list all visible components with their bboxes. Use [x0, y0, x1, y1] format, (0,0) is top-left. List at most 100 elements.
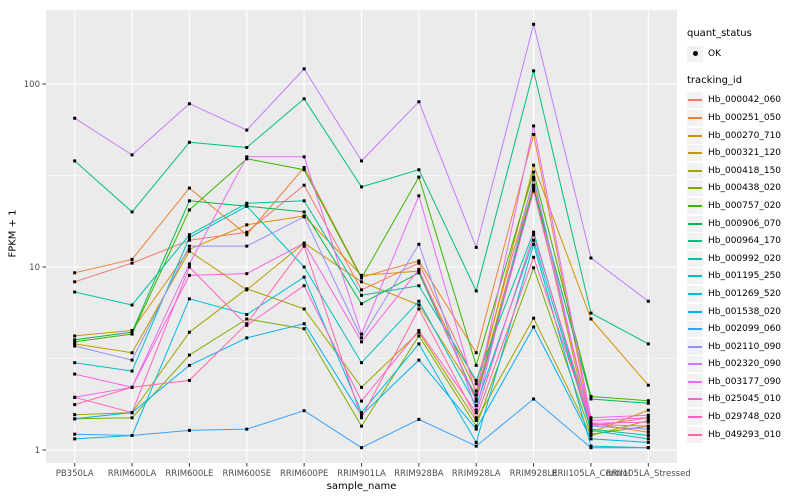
legend-key [687, 321, 703, 338]
legend-label: Hb_000042_060 [708, 95, 782, 106]
data-point [589, 430, 593, 434]
data-point [130, 369, 134, 373]
legend-entry: Hb_000757_020 [687, 197, 799, 215]
legend-label: Hb_000992_020 [708, 253, 782, 264]
data-point [130, 257, 134, 261]
legend-entry: Hb_001538_020 [687, 303, 799, 321]
data-point [532, 170, 536, 174]
data-point [245, 427, 249, 431]
data-point [646, 299, 650, 303]
data-point [73, 334, 77, 338]
legend-label: Hb_003177_090 [708, 376, 782, 387]
data-point [360, 361, 363, 365]
data-point [187, 297, 191, 301]
data-point [417, 358, 421, 362]
data-point [360, 340, 363, 344]
legend-label: OK [708, 48, 721, 59]
data-point [302, 265, 306, 269]
point-marker-icon [692, 51, 698, 57]
legend-title-quant-status: quant_status [687, 28, 752, 39]
data-point [417, 175, 421, 179]
x-tick-label: RRIM600PE [280, 469, 328, 479]
data-point [302, 322, 306, 326]
data-point [187, 363, 191, 367]
legend-label: Hb_002099_060 [708, 324, 782, 335]
legend-key [687, 233, 703, 250]
data-point [646, 434, 650, 438]
legend-line-swatch [688, 345, 702, 348]
legend-label: Hb_000251_050 [708, 112, 782, 123]
data-point [474, 416, 478, 420]
data-point [474, 389, 478, 393]
legend-key [687, 145, 703, 162]
y-tick-label: 1 [35, 446, 40, 456]
legend-line-swatch [688, 240, 702, 243]
data-point [245, 323, 249, 327]
data-point [589, 317, 593, 321]
legend-entry: Hb_000438_020 [687, 180, 799, 198]
data-point [187, 235, 191, 239]
data-point [302, 244, 306, 248]
legend-line-swatch [688, 416, 702, 419]
data-point [130, 330, 134, 334]
data-point [646, 430, 650, 434]
legend-key [687, 109, 703, 126]
data-point [73, 338, 77, 342]
legend-entry: Hb_029748_020 [687, 408, 799, 426]
data-point [187, 247, 191, 251]
legend-label: Hb_000321_120 [708, 148, 782, 159]
legend-line-swatch [688, 363, 702, 366]
legend-label: Hb_049293_010 [708, 429, 782, 440]
data-point [73, 290, 77, 294]
legend-entry: Hb_003177_090 [687, 373, 799, 391]
legend-line-swatch [688, 275, 702, 278]
x-tick-label: PB350LA [56, 469, 94, 479]
data-point [417, 261, 421, 265]
data-point [245, 145, 249, 149]
data-point [73, 116, 77, 120]
data-point [73, 403, 77, 407]
legend-key [687, 127, 703, 144]
data-point [245, 244, 249, 248]
data-point [73, 413, 77, 417]
data-point [130, 328, 134, 332]
data-point [532, 316, 536, 320]
data-point [360, 276, 363, 280]
data-point [187, 378, 191, 382]
data-point [360, 332, 363, 336]
data-point [302, 155, 306, 159]
data-point [245, 223, 249, 227]
data-point [187, 102, 191, 106]
data-point [302, 284, 306, 288]
data-point [73, 159, 77, 163]
legend-key [687, 162, 703, 179]
data-point [302, 199, 306, 203]
x-tick-label: RRIM600SE [222, 469, 271, 479]
legend-entry: Hb_000906_070 [687, 215, 799, 233]
data-point [474, 411, 478, 415]
data-point [474, 397, 478, 401]
data-point [302, 409, 306, 413]
legend-key [687, 373, 703, 390]
data-point [187, 186, 191, 190]
data-point [474, 399, 478, 403]
data-point [360, 273, 363, 277]
legend-line-swatch [688, 204, 702, 207]
legend-entries: Hb_000042_060 Hb_000251_050 Hb_000270_710 H… [687, 92, 799, 444]
data-point [417, 271, 421, 275]
legend-label: Hb_000438_020 [708, 183, 782, 194]
x-tick-label: RRIM600LA [108, 469, 157, 479]
data-point [360, 416, 363, 420]
data-point [130, 411, 134, 415]
legend-key [687, 303, 703, 320]
data-point [187, 265, 191, 269]
legend-key [687, 180, 703, 197]
data-point [130, 303, 134, 307]
legend-entry: Hb_002099_060 [687, 320, 799, 338]
legend-line-swatch [688, 398, 702, 401]
legend-key [687, 92, 703, 109]
data-point [646, 408, 650, 412]
data-point [417, 259, 421, 263]
legend-key [687, 356, 703, 373]
